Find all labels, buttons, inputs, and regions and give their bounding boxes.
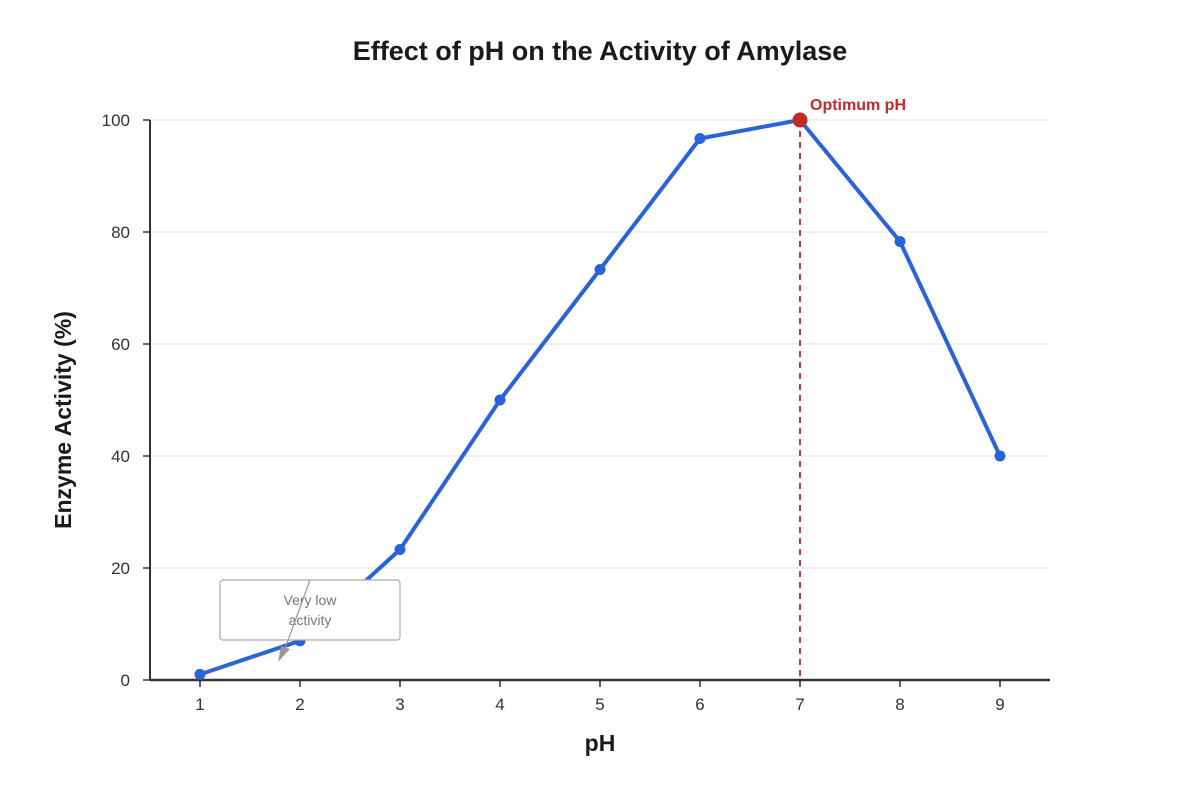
x-tick-label-9: 9 — [995, 695, 1004, 714]
annotation-text-line1: Very low — [284, 592, 338, 608]
y-tick-label-100: 100 — [102, 111, 130, 130]
data-point-1 — [194, 668, 206, 680]
ticks: 0 20 40 60 80 100 1 2 3 4 5 6 7 8 9 — [102, 111, 1005, 714]
grid — [150, 119, 1050, 569]
y-tick-label-0: 0 — [121, 671, 130, 690]
data-point-4 — [494, 394, 506, 406]
annotation-box — [219, 579, 401, 641]
x-tick-label-2: 2 — [295, 695, 304, 714]
x-tick-label-5: 5 — [595, 695, 604, 714]
y-tick-label-60: 60 — [111, 335, 130, 354]
y-tick-label-40: 40 — [111, 447, 130, 466]
annotation-text-line2: activity — [289, 612, 332, 628]
x-tick-label-4: 4 — [495, 695, 504, 714]
data-point-9 — [994, 450, 1006, 462]
annotations: Very low activity — [219, 579, 401, 662]
x-axis-label: pH — [585, 730, 616, 756]
x-tick-label-7: 7 — [795, 695, 804, 714]
y-axis-label: Enzyme Activity (%) — [50, 311, 76, 529]
x-tick-label-8: 8 — [895, 695, 904, 714]
annotation-arrow-line — [282, 579, 311, 655]
data-point-8 — [894, 236, 906, 248]
data-point-3 — [394, 544, 406, 556]
data-point-5 — [594, 264, 606, 276]
x-tick-label-6: 6 — [695, 695, 704, 714]
y-tick-label-80: 80 — [111, 223, 130, 242]
optimum-point — [792, 112, 808, 128]
data-point-6 — [694, 132, 706, 144]
optimum-label: Optimum pH — [810, 97, 906, 114]
y-tick-label-20: 20 — [111, 559, 130, 578]
chart-title: Effect of pH on the Activity of Amylase — [353, 36, 848, 66]
x-tick-label-3: 3 — [395, 695, 404, 714]
annotation-arrow-head — [278, 646, 290, 662]
x-tick-label-1: 1 — [195, 695, 204, 714]
